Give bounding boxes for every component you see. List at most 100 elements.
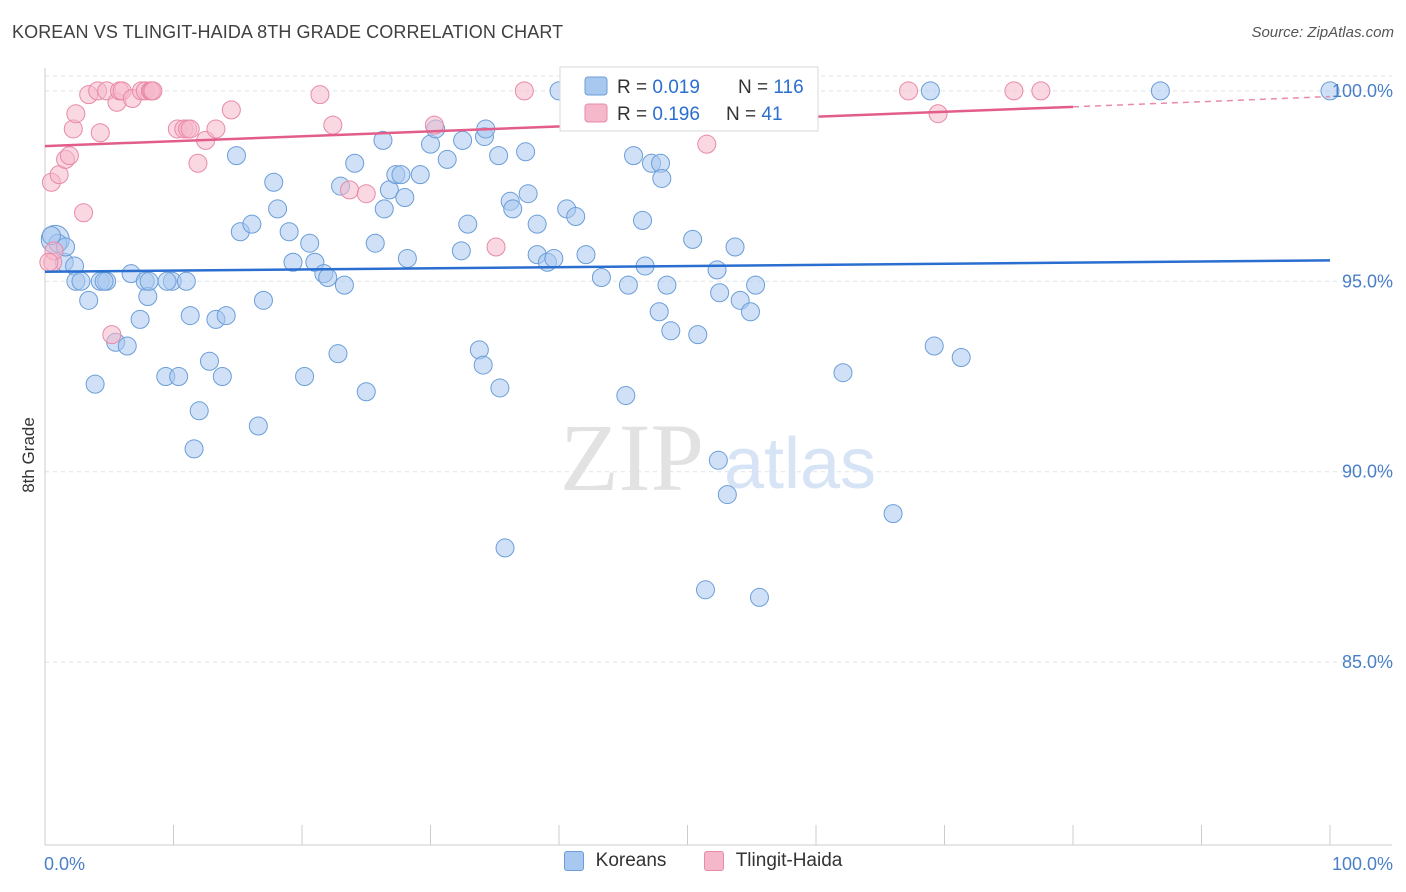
korean-point-23 <box>199 351 219 371</box>
y-tick-label-85: 85.0% <box>1342 652 1393 672</box>
korean-point-70 <box>516 142 536 162</box>
svg-text:N = 116: N = 116 <box>738 77 804 98</box>
korean-point-36 <box>242 214 262 234</box>
korean-point-104 <box>883 504 903 524</box>
series-tlingit-haida <box>39 81 1051 345</box>
tlingit-point-5 <box>59 146 79 166</box>
legend-swatch-tlingit <box>584 103 608 123</box>
korean-point-92 <box>688 325 708 345</box>
korean-point-115 <box>157 271 177 291</box>
legend-label-tlingit: Tlingit-Haida <box>735 850 843 871</box>
legend-swatch-koreans <box>584 76 608 96</box>
tlingit-point-28 <box>206 119 226 139</box>
korean-point-89 <box>657 275 677 295</box>
y-tick-label-95: 95.0% <box>1342 271 1393 291</box>
korean-point-42 <box>318 267 338 287</box>
korean-point-25 <box>189 401 209 421</box>
legend-r-value-koreans: 0.019 <box>652 77 700 98</box>
y-axis-label: 8th Grade <box>19 417 38 493</box>
korean-point-14 <box>180 306 200 326</box>
korean-point-44 <box>365 233 385 253</box>
legend-swatch-koreans-bottom <box>563 851 584 871</box>
korean-point-28 <box>253 290 273 310</box>
tlingit-point-42 <box>1031 81 1051 101</box>
tlingit-point-31 <box>323 115 343 135</box>
legend-n-label-koreans: N = <box>738 77 773 98</box>
tlingit-point-25 <box>180 119 200 139</box>
korean-point-80 <box>624 146 644 166</box>
tick-labels: 85.0% 90.0% 95.0% 100.0% 0.0% 100.0% <box>44 81 1393 874</box>
tlingit-point-39 <box>899 81 919 101</box>
korean-point-67 <box>495 538 515 558</box>
tlingit-point-35 <box>486 237 506 257</box>
legend-item-koreans[interactable]: Koreans <box>563 850 667 872</box>
tlingit-point-36 <box>514 81 534 101</box>
korean-point-31 <box>356 382 376 402</box>
korean-point-71 <box>518 184 538 204</box>
korean-point-90 <box>661 321 681 341</box>
tlingit-point-29 <box>221 100 241 120</box>
korean-point-29 <box>295 367 315 387</box>
korean-point-26 <box>184 439 204 459</box>
trend-line-tlingit <box>44 105 1074 148</box>
korean-point-18 <box>117 336 137 356</box>
tlingit-point-38 <box>697 134 717 154</box>
tlingit-point-30 <box>310 85 330 105</box>
korean-point-48 <box>374 199 394 219</box>
chart-title: KOREAN VS TLINGIT-HAIDA 8TH GRADE CORREL… <box>12 22 564 42</box>
korean-point-43 <box>334 275 354 295</box>
korean-point-12 <box>79 290 99 310</box>
korean-point-16 <box>216 306 236 326</box>
korean-point-87 <box>652 168 672 188</box>
korean-point-79 <box>591 267 611 287</box>
korean-point-62 <box>473 355 493 375</box>
korean-point-108 <box>1150 81 1170 101</box>
korean-point-60 <box>458 214 478 234</box>
legend-bottom: Koreans Tlingit-Haida <box>0 850 1406 877</box>
korean-point-32 <box>226 146 246 166</box>
legend-label-koreans: Koreans <box>595 850 667 871</box>
korean-point-24 <box>212 367 232 387</box>
tlingit-point-21 <box>143 81 163 101</box>
legend-n-value-tlingit: 41 <box>761 104 782 125</box>
gridlines <box>45 75 1392 663</box>
watermark: ZIP atlas <box>560 404 876 511</box>
tlingit-point-34 <box>424 115 444 135</box>
korean-point-59 <box>451 241 471 261</box>
korean-point-72 <box>527 214 547 234</box>
legend-r-value-tlingit: 0.196 <box>652 104 700 125</box>
korean-point-114 <box>139 271 159 291</box>
legend-swatch-tlingit-bottom <box>703 851 724 871</box>
tlingit-point-32 <box>340 180 360 200</box>
legend-top: R = 0.019 N = 116 R = 0.196 N = 41 <box>559 66 819 132</box>
trend-line-koreans <box>44 259 1331 274</box>
korean-point-20 <box>85 374 105 394</box>
korean-point-83 <box>618 275 638 295</box>
korean-point-88 <box>649 302 669 322</box>
korean-point-39 <box>283 252 303 272</box>
korean-point-22 <box>169 367 189 387</box>
korean-point-46 <box>373 130 393 150</box>
korean-point-107 <box>920 81 940 101</box>
tlingit-point-40 <box>928 104 948 124</box>
tlingit-point-8 <box>74 203 94 223</box>
korean-point-81 <box>633 210 653 230</box>
korean-point-97 <box>740 302 760 322</box>
korean-point-34 <box>268 199 288 219</box>
korean-point-57 <box>437 149 457 169</box>
korean-point-109 <box>1320 81 1340 101</box>
legend-item-tlingit[interactable]: Tlingit-Haida <box>703 850 843 872</box>
tlingit-point-44 <box>39 252 59 272</box>
korean-point-116 <box>176 271 196 291</box>
axes <box>44 68 1392 846</box>
korean-point-91 <box>683 229 703 249</box>
korean-point-69 <box>503 199 523 219</box>
tlingit-point-11 <box>90 123 110 143</box>
watermark-zip: ZIP <box>560 404 704 511</box>
korean-point-11 <box>94 271 114 291</box>
korean-point-100 <box>708 450 728 470</box>
trend-lines <box>44 95 1331 274</box>
korean-point-95 <box>725 237 745 257</box>
tlingit-point-26 <box>188 153 208 173</box>
korean-point-101 <box>717 485 737 505</box>
